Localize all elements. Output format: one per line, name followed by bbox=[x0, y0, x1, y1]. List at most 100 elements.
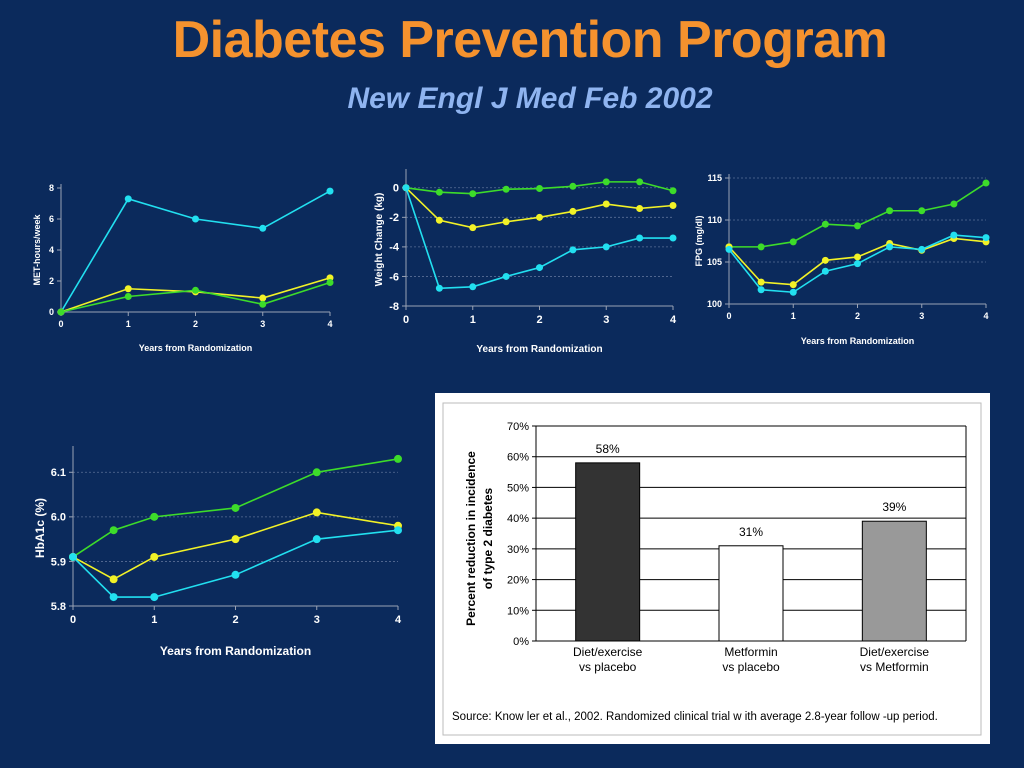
category-label: vs Metformin bbox=[860, 660, 929, 674]
data-point-2 bbox=[569, 246, 577, 254]
y-tick-label: -6 bbox=[389, 271, 399, 283]
data-label: 58% bbox=[596, 442, 620, 456]
data-point-2 bbox=[950, 231, 958, 239]
data-point-2 bbox=[192, 286, 199, 294]
data-point-0 bbox=[192, 215, 199, 223]
data-point-0 bbox=[636, 178, 644, 186]
category-label: Diet/exercise bbox=[860, 645, 930, 659]
data-point-1 bbox=[231, 535, 240, 544]
data-point-1 bbox=[435, 216, 443, 224]
data-point-2 bbox=[312, 535, 321, 544]
data-point-1 bbox=[821, 256, 829, 264]
y-tick-label: 5.9 bbox=[51, 556, 66, 568]
y-axis-label: Weight Change (kg) bbox=[374, 193, 385, 287]
y-tick-label: 10% bbox=[507, 605, 529, 617]
data-point-1 bbox=[757, 278, 765, 286]
x-tick-label: 4 bbox=[395, 614, 402, 626]
data-point-1 bbox=[124, 285, 132, 293]
series-line-2 bbox=[72, 529, 399, 598]
x-axis-label: Years from Randomization bbox=[139, 343, 253, 353]
data-point-0 bbox=[259, 224, 267, 232]
y-tick-label: 0% bbox=[513, 636, 529, 648]
data-point-2 bbox=[918, 245, 926, 253]
data-point-2 bbox=[326, 279, 334, 287]
data-point-2 bbox=[394, 526, 402, 535]
bar-0 bbox=[575, 462, 641, 642]
data-point-2 bbox=[402, 184, 410, 192]
x-axis-label: Years from Randomization bbox=[160, 644, 311, 658]
y-tick-label: 110 bbox=[707, 215, 722, 225]
data-point-0 bbox=[669, 187, 677, 195]
data-label: 31% bbox=[739, 525, 763, 539]
data-point-0 bbox=[950, 200, 958, 208]
data-point-2 bbox=[636, 234, 644, 242]
y-tick-label: 6.0 bbox=[51, 512, 66, 524]
data-point-2 bbox=[259, 300, 267, 308]
x-tick-label: 0 bbox=[726, 311, 731, 321]
y-tick-label: 4 bbox=[49, 245, 54, 255]
data-point-2 bbox=[536, 264, 543, 272]
y-tick-label: -4 bbox=[389, 242, 400, 254]
y-tick-label: 70% bbox=[507, 421, 529, 433]
data-point-0 bbox=[886, 207, 894, 215]
data-point-2 bbox=[982, 234, 990, 242]
data-point-0 bbox=[918, 207, 926, 215]
slide-subtitle: New Engl J Med Feb 2002 bbox=[347, 82, 713, 115]
y-tick-label: 0 bbox=[393, 183, 399, 195]
y-tick-label: 100 bbox=[707, 299, 722, 309]
data-point-1 bbox=[312, 508, 321, 517]
data-point-2 bbox=[435, 284, 443, 292]
data-point-0 bbox=[109, 526, 118, 535]
data-point-0 bbox=[569, 182, 577, 190]
data-point-0 bbox=[435, 188, 443, 196]
y-tick-label: 6 bbox=[49, 214, 54, 224]
data-point-2 bbox=[57, 308, 65, 316]
y-axis-label: Percent reduction in incidence bbox=[464, 451, 478, 626]
x-tick-label: 4 bbox=[670, 314, 677, 326]
chart-border bbox=[442, 402, 982, 736]
x-tick-label: 1 bbox=[151, 614, 157, 626]
data-point-2 bbox=[725, 245, 733, 253]
x-axis-label: Years from Randomization bbox=[801, 336, 915, 346]
y-axis-label: MET-hours/week bbox=[32, 213, 42, 285]
data-point-0 bbox=[821, 220, 829, 228]
data-point-1 bbox=[469, 224, 477, 232]
y-tick-label: 20% bbox=[507, 575, 529, 587]
x-tick-label: 1 bbox=[126, 319, 131, 329]
y-tick-label: 6.1 bbox=[51, 467, 66, 479]
y-tick-label: -2 bbox=[389, 212, 399, 224]
data-point-0 bbox=[326, 187, 334, 195]
y-tick-label: 60% bbox=[507, 452, 529, 464]
data-point-0 bbox=[150, 512, 159, 521]
data-point-1 bbox=[536, 213, 543, 221]
data-point-2 bbox=[109, 593, 118, 602]
reduction-chart-panel: 0% 10% 20% 30% 40% 50% 60% 70% 58% Diet/exercise v… bbox=[435, 393, 990, 744]
y-axis-label: of type 2 diabetes bbox=[481, 488, 495, 590]
data-point-2 bbox=[69, 552, 77, 561]
data-point-2 bbox=[502, 272, 510, 280]
slide-title: Diabetes Prevention Program bbox=[172, 11, 888, 69]
source-note: Source: Know ler et al., 2002. Randomize… bbox=[452, 711, 938, 723]
data-point-1 bbox=[502, 218, 510, 226]
data-point-0 bbox=[982, 179, 990, 187]
data-point-0 bbox=[854, 222, 861, 230]
data-point-2 bbox=[150, 593, 159, 602]
data-point-1 bbox=[789, 281, 797, 289]
x-tick-label: 0 bbox=[58, 319, 63, 329]
y-axis-label: HbA1c (%) bbox=[33, 498, 47, 558]
y-tick-label: 105 bbox=[707, 257, 722, 267]
data-point-1 bbox=[109, 575, 118, 584]
x-tick-label: 1 bbox=[791, 311, 796, 321]
y-tick-label: 30% bbox=[507, 544, 529, 556]
bar-2 bbox=[861, 520, 927, 642]
y-axis-label: FPG (mg/dl) bbox=[694, 216, 704, 267]
bar-1 bbox=[718, 545, 784, 642]
x-tick-label: 3 bbox=[919, 311, 924, 321]
data-point-1 bbox=[569, 207, 577, 215]
category-label: vs placebo bbox=[722, 660, 780, 674]
x-tick-label: 0 bbox=[403, 314, 409, 326]
